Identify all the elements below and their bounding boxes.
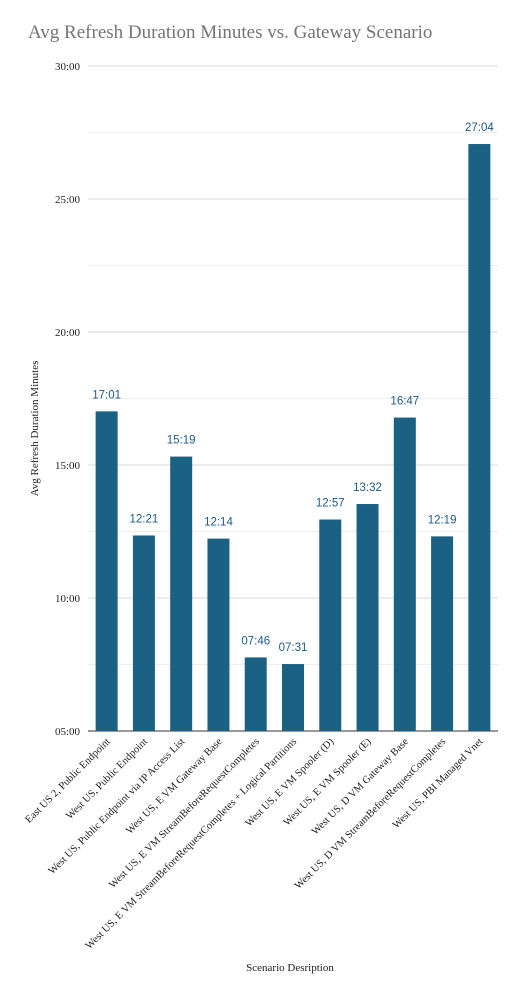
bar [431,536,454,731]
y-axis-title: Avg Refresh Duration Minutes [29,361,41,497]
bar [244,657,267,731]
bar [468,144,491,732]
data-label: 13:32 [353,482,382,494]
data-label: 07:46 [241,635,270,647]
data-label: 12:19 [428,514,457,526]
data-labels: 17:01 12:21 15:19 12:14 07:46 07:31 12:57 13:32… [92,122,494,654]
data-label: 12:14 [204,517,233,529]
x-tick-label: West US, Public Endpoint via IP Access L… [47,736,188,877]
data-label: 07:31 [279,642,308,654]
data-label: 15:19 [167,435,196,447]
y-tick-label: 30:00 [55,61,81,73]
y-axis-ticks: 05:00 10:00 15:00 20:00 25:00 30:00 [55,61,81,738]
y-tick-label: 10:00 [55,593,81,605]
bar [170,456,193,731]
y-tick-label: 20:00 [55,327,81,339]
y-tick-label: 25:00 [55,194,81,206]
data-label: 27:04 [465,122,494,134]
bar [132,535,155,731]
bars [95,144,491,732]
bar [207,538,230,731]
data-label: 12:21 [130,513,159,525]
bar [356,504,379,731]
data-label: 12:57 [316,498,345,510]
y-tick-label: 05:00 [55,726,81,738]
data-label: 17:01 [92,389,121,401]
bar [282,664,304,731]
x-axis-title: Scenario Desription [246,962,334,974]
bar [319,519,342,731]
chart-title: Avg Refresh Duration Minutes vs. Gateway… [28,22,433,43]
bar [95,411,118,731]
y-tick-label: 15:00 [55,460,81,472]
data-label: 16:47 [390,396,419,408]
bar [393,417,416,731]
